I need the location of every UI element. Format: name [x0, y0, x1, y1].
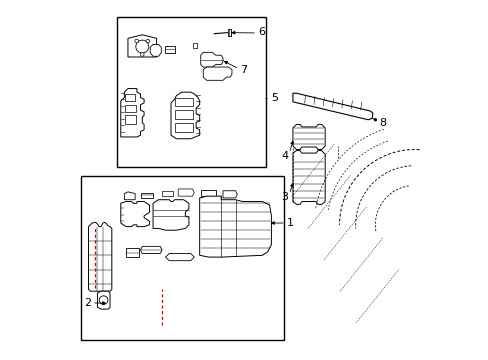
Polygon shape — [223, 191, 237, 198]
Circle shape — [135, 39, 138, 43]
Polygon shape — [178, 189, 194, 196]
Bar — [117, 17, 265, 167]
Polygon shape — [125, 105, 136, 112]
Text: 7: 7 — [239, 64, 246, 75]
Polygon shape — [140, 193, 153, 198]
Text: 3: 3 — [281, 192, 287, 202]
Polygon shape — [199, 196, 271, 257]
Polygon shape — [126, 248, 139, 257]
Polygon shape — [121, 202, 149, 226]
Text: 1: 1 — [286, 218, 293, 228]
Polygon shape — [292, 125, 325, 149]
Polygon shape — [125, 94, 135, 101]
Polygon shape — [201, 52, 223, 67]
Text: 2: 2 — [84, 298, 91, 308]
Bar — [81, 176, 284, 339]
Polygon shape — [121, 89, 144, 137]
Circle shape — [146, 39, 149, 43]
Polygon shape — [201, 190, 215, 196]
Text: 4: 4 — [281, 150, 287, 161]
Polygon shape — [192, 42, 196, 48]
Text: 5: 5 — [271, 93, 278, 103]
Circle shape — [136, 40, 148, 53]
Polygon shape — [171, 92, 199, 139]
Circle shape — [140, 53, 144, 56]
Polygon shape — [153, 200, 188, 230]
Text: 6: 6 — [257, 27, 264, 37]
Polygon shape — [97, 291, 110, 309]
Text: 8: 8 — [379, 118, 386, 128]
Polygon shape — [125, 116, 136, 125]
Polygon shape — [140, 246, 162, 253]
Polygon shape — [174, 123, 192, 132]
Polygon shape — [124, 192, 135, 200]
Polygon shape — [174, 98, 192, 107]
Polygon shape — [203, 67, 231, 80]
Polygon shape — [88, 222, 112, 291]
Polygon shape — [292, 150, 325, 204]
Polygon shape — [174, 110, 192, 119]
Polygon shape — [292, 93, 372, 120]
Polygon shape — [162, 191, 172, 196]
Polygon shape — [150, 44, 161, 56]
Polygon shape — [165, 253, 194, 261]
Polygon shape — [227, 30, 231, 36]
Circle shape — [99, 296, 108, 305]
Polygon shape — [164, 46, 174, 53]
Polygon shape — [128, 35, 156, 57]
